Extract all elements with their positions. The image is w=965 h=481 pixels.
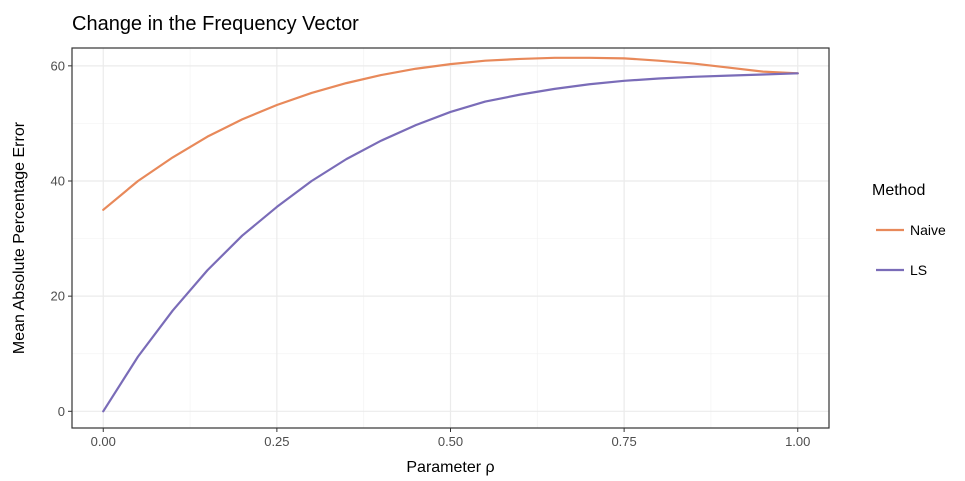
y-tick-label: 0 <box>58 404 65 419</box>
x-tick-label: 0.50 <box>438 434 463 449</box>
series-line-naive <box>102 56 799 211</box>
x-tick-label: 0.00 <box>91 434 116 449</box>
grid <box>72 48 829 428</box>
x-tick-label: 0.75 <box>611 434 636 449</box>
y-tick-label: 20 <box>51 289 65 304</box>
series-line-ls <box>102 72 799 413</box>
x-axis-title: Parameter ρ <box>406 459 494 476</box>
axes: 0.00 0.25 0.50 0.75 1.00 0 20 40 60 <box>51 58 811 449</box>
chart-title: Change in the Frequency Vector <box>72 13 359 35</box>
legend: Method Naive LS <box>872 182 946 278</box>
y-axis-title: Mean Absolute Percentage Error <box>11 121 28 354</box>
series-lines <box>102 56 799 413</box>
x-tick-label: 0.25 <box>264 434 289 449</box>
x-tick-label: 1.00 <box>785 434 810 449</box>
y-tick-label: 40 <box>51 174 65 189</box>
legend-label-naive: Naive <box>910 222 946 238</box>
legend-label-ls: LS <box>910 262 927 278</box>
y-tick-label: 60 <box>51 58 65 73</box>
legend-title: Method <box>872 182 925 199</box>
